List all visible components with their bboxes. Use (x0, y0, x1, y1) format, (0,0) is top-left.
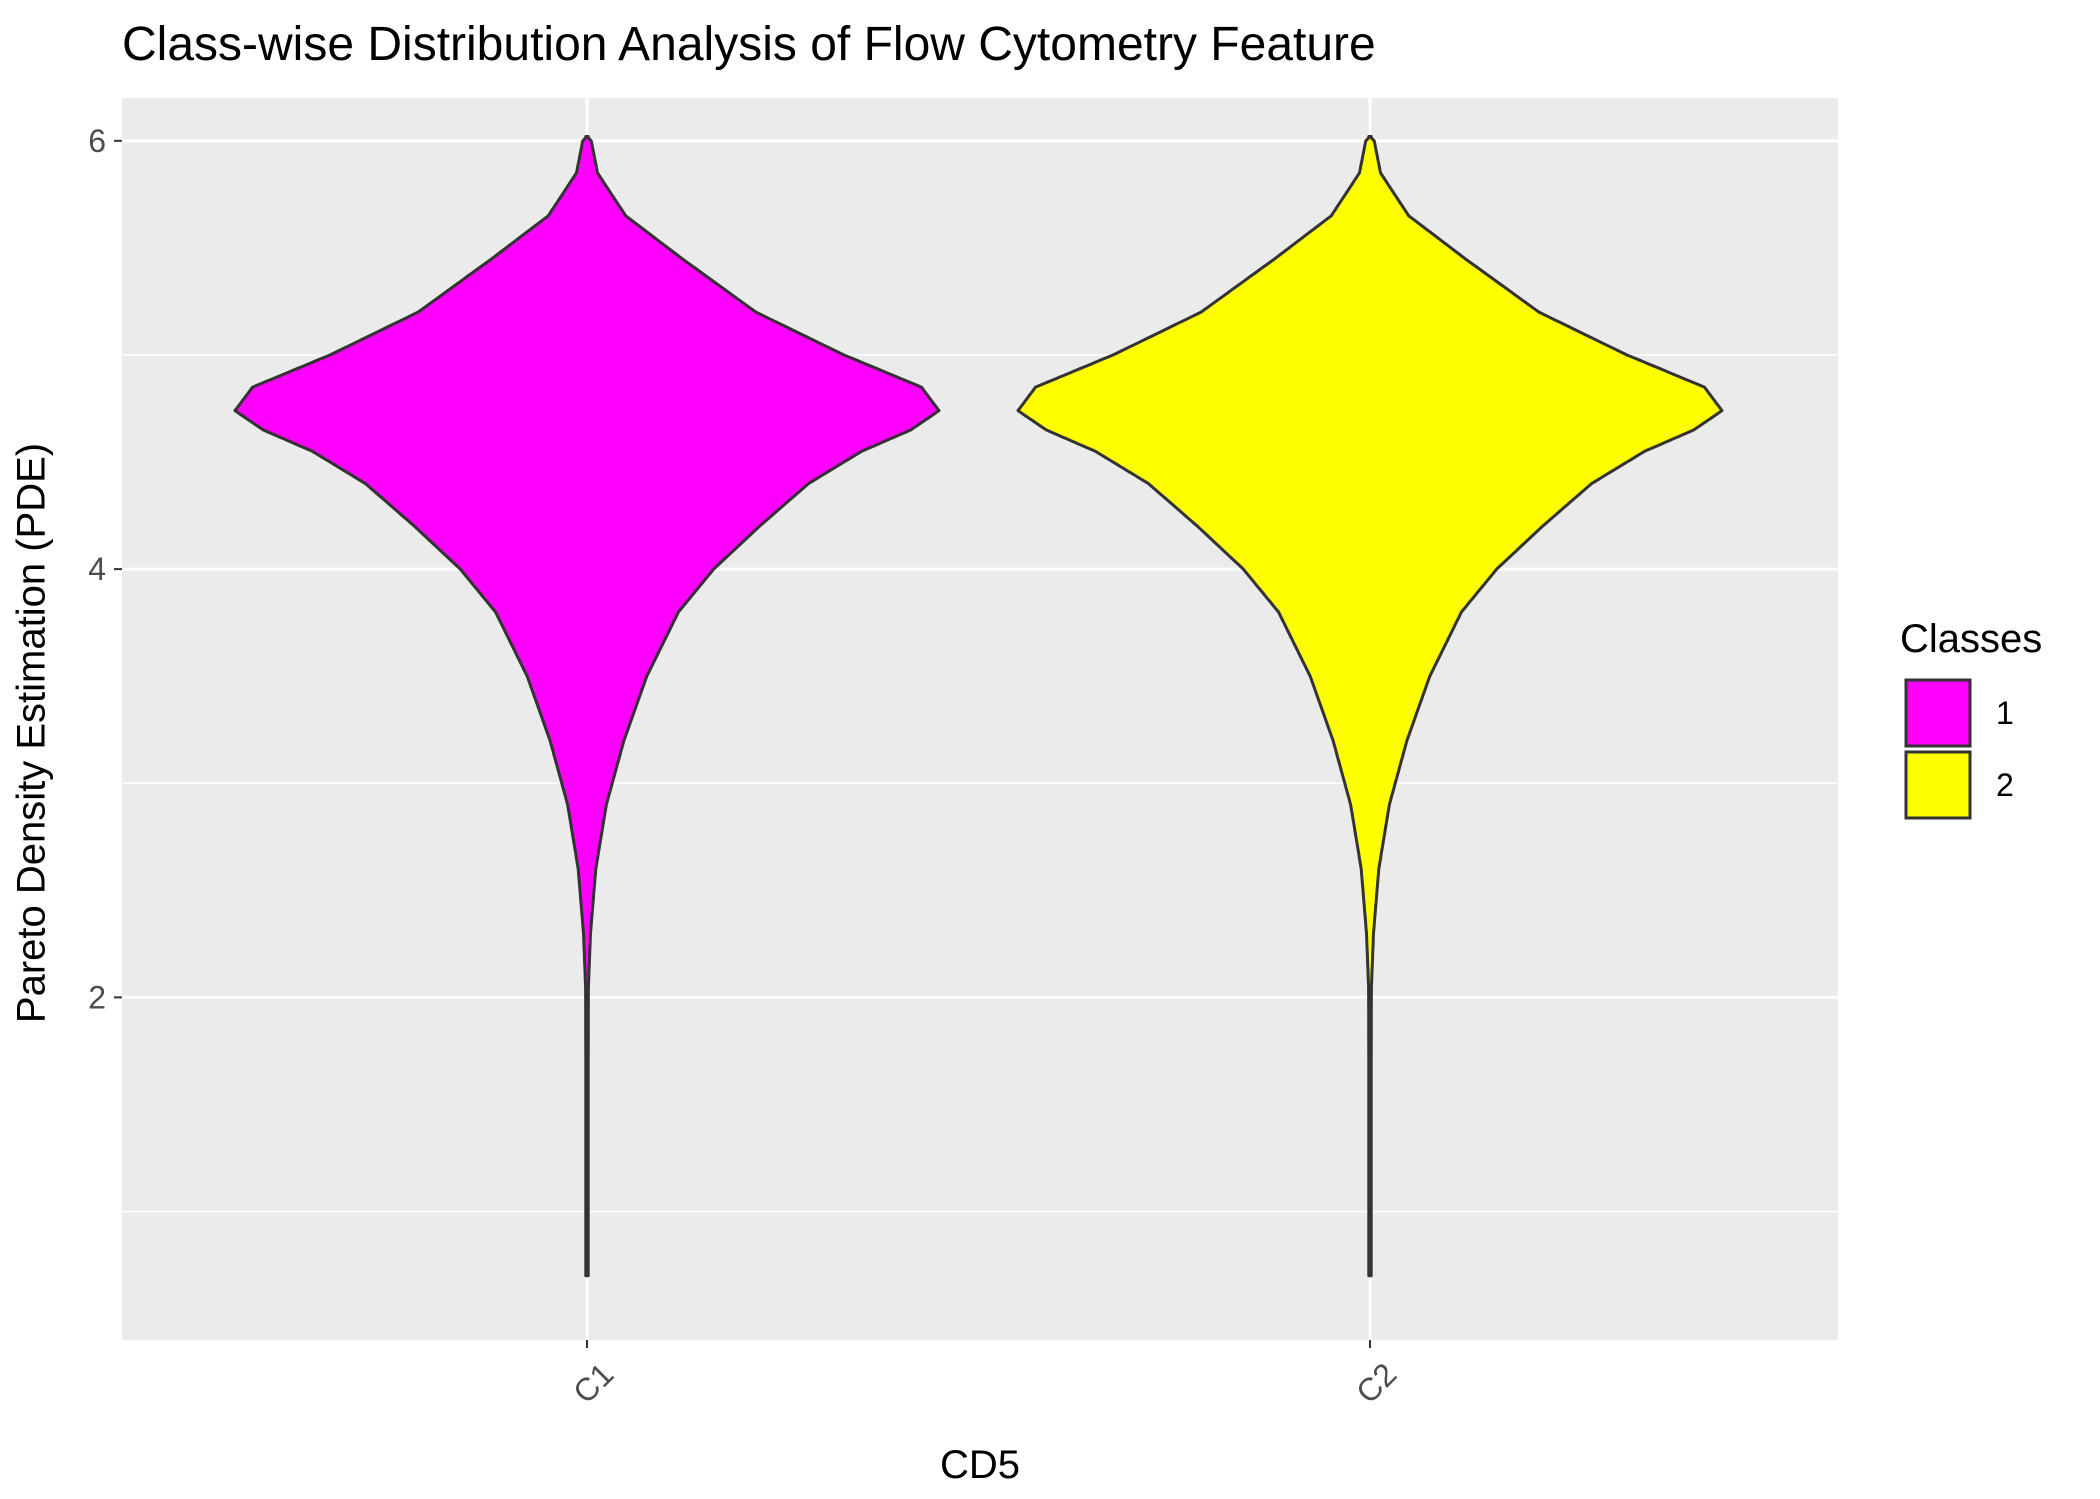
y-axis-title: Pareto Density Estimation (PDE) (10, 443, 54, 1023)
violin-class-2 (1016, 135, 1724, 1278)
y-tick-label: 6 (88, 123, 106, 159)
x-axis-title: CD5 (940, 1443, 1020, 1487)
violin-class-1 (233, 135, 941, 1278)
legend-label-2: 2 (1996, 767, 2014, 803)
legend: Classes 1 2 (1900, 617, 2042, 820)
y-tick-label: 4 (88, 551, 106, 587)
legend-title: Classes (1900, 617, 2042, 661)
violins (233, 135, 1724, 1278)
legend-key-2 (1904, 750, 1972, 820)
y-tick-label: 2 (88, 979, 106, 1015)
legend-key-1 (1904, 678, 1972, 748)
chart-title: Class-wise Distribution Analysis of Flow… (122, 18, 1376, 71)
y-axis: 2 4 6 (88, 123, 122, 1015)
legend-label-1: 1 (1996, 695, 2014, 731)
plot-panel (122, 98, 1838, 1340)
